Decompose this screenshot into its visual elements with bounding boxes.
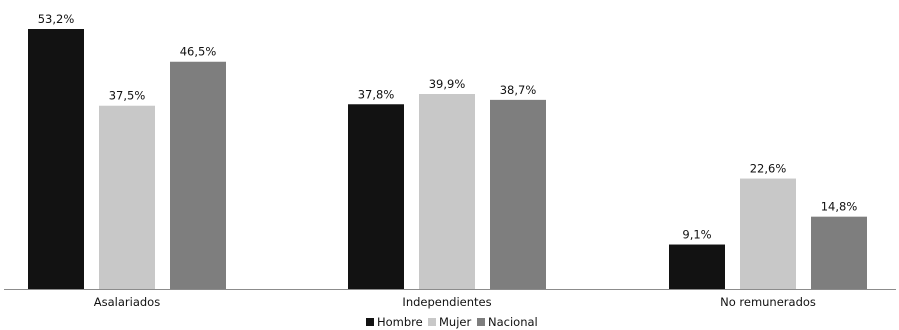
bars-layer xyxy=(28,29,867,290)
bar-no-remunerados-hombre xyxy=(669,244,725,289)
legend-swatch-mujer xyxy=(428,318,436,326)
value-labels-layer: 53,2% 37,5% 46,5% 37,8% 39,9% 38,7% 9,1% 22,6% 1… xyxy=(38,12,858,242)
value-label-no-remunerados-nacional: 14,8% xyxy=(821,200,858,214)
bar-independientes-hombre xyxy=(348,104,404,290)
legend-label-hombre: Hombre xyxy=(377,315,423,329)
value-label-asalariados-nacional: 46,5% xyxy=(180,45,217,59)
legend-swatch-hombre xyxy=(366,318,374,326)
bar-no-remunerados-mujer xyxy=(740,178,796,289)
category-label-independientes: Independientes xyxy=(402,295,491,309)
value-label-no-remunerados-mujer: 22,6% xyxy=(750,162,787,176)
value-label-independientes-nacional: 38,7% xyxy=(500,83,537,97)
value-label-no-remunerados-hombre: 9,1% xyxy=(682,228,711,242)
value-label-independientes-hombre: 37,8% xyxy=(358,87,395,101)
bar-asalariados-mujer xyxy=(99,105,155,289)
bar-independientes-mujer xyxy=(419,94,475,289)
bar-asalariados-hombre xyxy=(28,29,84,289)
legend: Hombre Mujer Nacional xyxy=(366,315,538,329)
value-label-independientes-mujer: 39,9% xyxy=(429,77,466,91)
category-label-asalariados: Asalariados xyxy=(94,295,160,309)
legend-label-mujer: Mujer xyxy=(439,315,471,329)
bar-independientes-nacional xyxy=(490,99,546,290)
legend-swatch-nacional xyxy=(477,318,485,326)
legend-label-nacional: Nacional xyxy=(488,315,538,329)
category-labels-layer: Asalariados Independientes No remunerados xyxy=(94,295,816,309)
value-label-asalariados-mujer: 37,5% xyxy=(109,89,146,103)
value-label-asalariados-hombre: 53,2% xyxy=(38,12,75,26)
category-label-no-remunerados: No remunerados xyxy=(720,295,816,309)
bar-asalariados-nacional xyxy=(170,61,226,290)
bar-no-remunerados-nacional xyxy=(811,216,867,289)
